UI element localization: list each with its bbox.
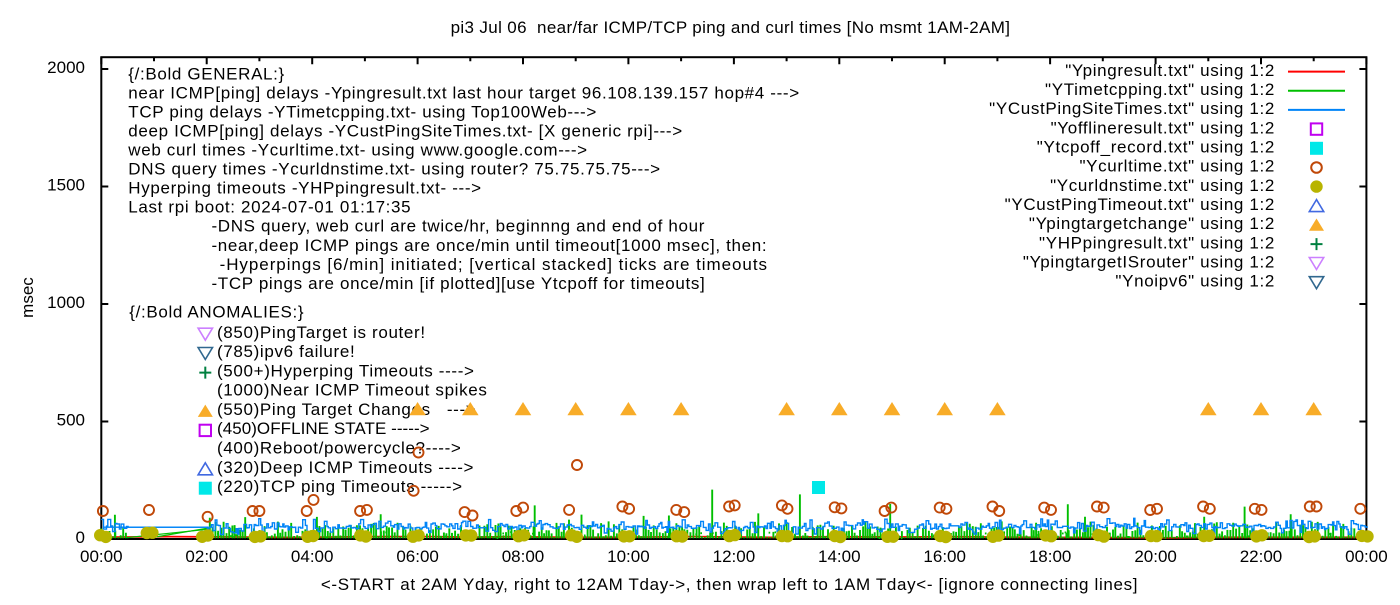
svg-text:"Yofflineresult.txt" using 1:2: "Yofflineresult.txt" using 1:2 xyxy=(1051,118,1275,137)
svg-text:web curl times -Ycurltime.txt-: web curl times -Ycurltime.txt- using www… xyxy=(127,141,587,160)
svg-text:-near,deep ICMP pings are once: -near,deep ICMP pings are once/min until… xyxy=(212,236,768,255)
svg-text:08:00: 08:00 xyxy=(502,547,545,566)
svg-text:Hyperping timeouts -YHPpingres: Hyperping timeouts -YHPpingresult.txt- -… xyxy=(128,179,481,198)
svg-text:1500: 1500 xyxy=(47,176,85,195)
svg-text:0: 0 xyxy=(76,528,85,547)
svg-text:02:00: 02:00 xyxy=(185,547,228,566)
svg-text:"Ypingresult.txt" using 1:2: "Ypingresult.txt" using 1:2 xyxy=(1065,61,1275,80)
svg-text:04:00: 04:00 xyxy=(291,547,334,566)
svg-text:"Ynoipv6" using 1:2: "Ynoipv6" using 1:2 xyxy=(1115,272,1275,291)
svg-text:00:00: 00:00 xyxy=(80,547,123,566)
svg-text:"YCustPingTimeout.txt" using 1: "YCustPingTimeout.txt" using 1:2 xyxy=(1005,195,1275,214)
svg-text:{/:Bold GENERAL:}: {/:Bold GENERAL:} xyxy=(128,64,285,83)
svg-text:-Hyperpings [6/min] initiated;: -Hyperpings [6/min] initiated; [vertical… xyxy=(220,255,768,274)
svg-text:pi3 Jul 06 near/far ICMP/TCP: pi3 Jul 06 near/far ICMP/TCP ping and cu… xyxy=(451,18,1011,37)
svg-text:14:00: 14:00 xyxy=(818,547,861,566)
svg-text:20:00: 20:00 xyxy=(1134,547,1177,566)
svg-text:msec: msec xyxy=(18,277,37,318)
svg-text:(450)OFFLINE STATE ----->: (450)OFFLINE STATE -----> xyxy=(217,419,430,438)
svg-text:(785)ipv6 failure!: (785)ipv6 failure! xyxy=(217,342,355,361)
svg-text:"YHPpingresult.txt" using 1:2: "YHPpingresult.txt" using 1:2 xyxy=(1039,233,1275,252)
svg-text:"Ytcpoff_record.txt" using 1:2: "Ytcpoff_record.txt" using 1:2 xyxy=(1037,138,1275,157)
svg-text:12:00: 12:00 xyxy=(713,547,756,566)
svg-text:near ICMP[ping] delays -Ypingr: near ICMP[ping] delays -Ypingresult.txt … xyxy=(128,83,799,102)
svg-text:TCP ping delays -YTimetcpping.: TCP ping delays -YTimetcpping.txt- using… xyxy=(128,102,597,121)
svg-text:16:00: 16:00 xyxy=(923,547,966,566)
svg-text:(550)Ping Target Changes ---: (550)Ping Target Changes ---> xyxy=(217,400,476,419)
svg-text:(850)PingTarget is router!: (850)PingTarget is router! xyxy=(217,323,426,342)
svg-text:"Ycurldnstime.txt" using 1:2: "Ycurldnstime.txt" using 1:2 xyxy=(1050,176,1275,195)
svg-text:"YCustPingSiteTimes.txt" using: "YCustPingSiteTimes.txt" using 1:2 xyxy=(989,99,1275,118)
svg-text:"Ypingtargetchange" using 1:2: "Ypingtargetchange" using 1:2 xyxy=(1029,214,1275,233)
svg-text:(400)Reboot/powercycle?---->: (400)Reboot/powercycle?----> xyxy=(217,439,462,458)
svg-text:(320)Deep ICMP Timeouts ---->: (320)Deep ICMP Timeouts ----> xyxy=(217,458,474,477)
svg-text:"Ycurltime.txt" using 1:2: "Ycurltime.txt" using 1:2 xyxy=(1079,157,1275,176)
svg-text:(220)TCP ping Timeouts ----->: (220)TCP ping Timeouts -----> xyxy=(217,477,463,496)
svg-text:1000: 1000 xyxy=(47,293,85,312)
svg-text:-DNS query, web curl are twice: -DNS query, web curl are twice/hr, begin… xyxy=(212,217,706,236)
svg-text:18:00: 18:00 xyxy=(1029,547,1072,566)
svg-text:10:00: 10:00 xyxy=(607,547,650,566)
svg-text:00:00: 00:00 xyxy=(1345,547,1388,566)
svg-text:(1000)Near ICMP Timeout spikes: (1000)Near ICMP Timeout spikes xyxy=(217,381,488,400)
svg-text:DNS query times -Ycurldnstime.: DNS query times -Ycurldnstime.txt- using… xyxy=(128,160,660,179)
svg-text:Last rpi boot: 2024-07-01 01:1: Last rpi boot: 2024-07-01 01:17:35 xyxy=(128,198,411,217)
svg-text:<-START at 2AM Yday, right to: <-START at 2AM Yday, right to 12AM Tday-… xyxy=(321,575,1138,594)
svg-text:"YTimetcpping.txt" using 1:2: "YTimetcpping.txt" using 1:2 xyxy=(1045,80,1275,99)
svg-text:{/:Bold ANOMALIES:}: {/:Bold ANOMALIES:} xyxy=(129,303,304,322)
svg-text:"YpingtargetISrouter" using 1:: "YpingtargetISrouter" using 1:2 xyxy=(1023,253,1275,272)
svg-text:-TCP pings are once/min [if pl: -TCP pings are once/min [if plotted][use… xyxy=(212,274,706,293)
svg-text:22:00: 22:00 xyxy=(1240,547,1283,566)
svg-text:500: 500 xyxy=(57,411,85,430)
svg-text:(500+)Hyperping Timeouts ---->: (500+)Hyperping Timeouts ----> xyxy=(217,361,475,380)
svg-text:2000: 2000 xyxy=(47,58,85,77)
svg-text:06:00: 06:00 xyxy=(396,547,439,566)
svg-text:deep ICMP[ping] delays -YCustP: deep ICMP[ping] delays -YCustPingSiteTim… xyxy=(128,121,683,140)
